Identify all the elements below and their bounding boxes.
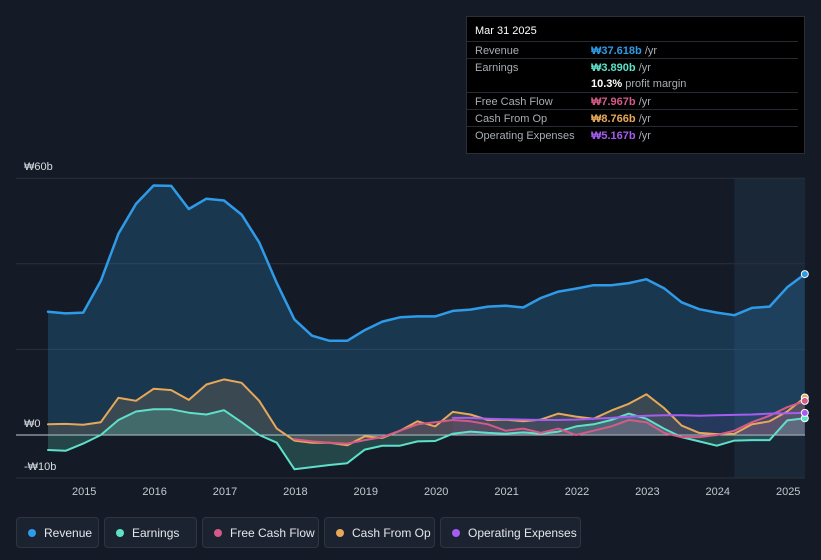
revenue-area	[48, 185, 805, 435]
y-tick-label: -₩10b	[24, 461, 56, 473]
free-cash-flow-line	[293, 399, 806, 445]
x-tick-label: 2019	[354, 486, 378, 498]
legend-label: Revenue	[44, 526, 93, 540]
data-tooltip: Mar 31 2025 Revenue ₩37.618b /yr Earning…	[466, 16, 805, 154]
tooltip-date: Mar 31 2025	[475, 25, 537, 37]
x-tick-label: 2018	[283, 486, 307, 498]
tooltip-value: ₩8.766b	[591, 113, 636, 125]
tooltip-row-revenue: Revenue ₩37.618b /yr	[467, 41, 798, 59]
cash-from-op-area	[48, 379, 805, 446]
tooltip-label: Earnings	[475, 62, 519, 74]
operating-expenses-line	[451, 411, 806, 421]
legend-label: Cash From Op	[352, 526, 431, 540]
y-tick-label: ₩0	[24, 418, 41, 430]
series-lines	[46, 184, 807, 471]
legend-label: Operating Expenses	[468, 526, 577, 540]
tooltip-unit: profit margin	[625, 78, 687, 90]
tooltip-unit: /yr	[638, 113, 651, 125]
tooltip-value: ₩37.618b	[591, 45, 642, 57]
tooltip-value: ₩3.890b	[591, 62, 636, 74]
legend-dot	[28, 529, 36, 537]
tooltip-unit: /yr	[638, 96, 651, 108]
revenue-line	[46, 184, 807, 343]
tooltip-label: Cash From Op	[475, 113, 548, 125]
legend-item-operating-expenses[interactable]: Operating Expenses	[440, 517, 581, 548]
gridlines	[16, 177, 805, 479]
tooltip-value: ₩7.967b	[591, 96, 636, 108]
tooltip-unit: /yr	[638, 130, 651, 142]
tooltip-value: 10.3%	[591, 78, 623, 90]
x-tick-label: 2015	[72, 486, 96, 498]
x-tick-label: 2020	[424, 486, 448, 498]
tooltip-row-margin: 10.3% profit margin	[467, 75, 798, 92]
operating-expenses-endpoint	[800, 408, 809, 417]
y-tick-label: ₩60b	[24, 161, 53, 173]
tooltip-label: Operating Expenses	[475, 130, 575, 142]
legend-dot	[452, 529, 460, 537]
x-axis-ticks: 2015 2016 2017 2018 2019 2020 2021 2022 2023 2024…	[72, 486, 800, 498]
tooltip-row-earnings: Earnings ₩3.890b /yr	[467, 58, 798, 76]
legend-item-free-cash-flow[interactable]: Free Cash Flow	[202, 517, 319, 548]
x-tick-label: 2016	[142, 486, 166, 498]
series-areas	[48, 185, 805, 470]
legend-label: Free Cash Flow	[230, 526, 315, 540]
y-axis-ticks: ₩60b ₩0 -₩10b	[24, 161, 56, 473]
x-tick-label: 2023	[635, 486, 659, 498]
free-cash-flow-area	[294, 400, 805, 444]
tooltip-unit: /yr	[644, 45, 658, 57]
x-tick-label: 2017	[213, 486, 237, 498]
legend-item-cash-from-op[interactable]: Cash From Op	[324, 517, 435, 548]
x-tick-label: 2025	[776, 486, 800, 498]
legend-label: Earnings	[132, 526, 180, 540]
x-tick-label: 2024	[706, 486, 730, 498]
tooltip-label: Free Cash Flow	[475, 96, 553, 108]
free-cash-flow-endpoint	[800, 396, 809, 405]
x-tick-label: 2022	[565, 486, 589, 498]
legend-item-revenue[interactable]: Revenue	[16, 517, 99, 548]
tooltip-label: Revenue	[475, 45, 520, 57]
legend-dot	[116, 529, 124, 537]
operating-expenses-area	[452, 412, 805, 435]
legend-dot	[336, 529, 344, 537]
tooltip-row-cfo: Cash From Op ₩8.766b /yr	[467, 109, 798, 127]
series-endpoints	[800, 270, 809, 423]
tooltip-value: ₩5.167b	[591, 130, 636, 142]
legend-dot	[214, 529, 222, 537]
revenue-endpoint	[800, 270, 809, 279]
tooltip-unit: /yr	[638, 62, 651, 74]
tooltip-row-opex: Operating Expenses ₩5.167b /yr	[467, 126, 798, 144]
x-tick-label: 2021	[494, 486, 518, 498]
legend-item-earnings[interactable]: Earnings	[104, 517, 197, 548]
tooltip-row-fcf: Free Cash Flow ₩7.967b /yr	[467, 92, 798, 110]
